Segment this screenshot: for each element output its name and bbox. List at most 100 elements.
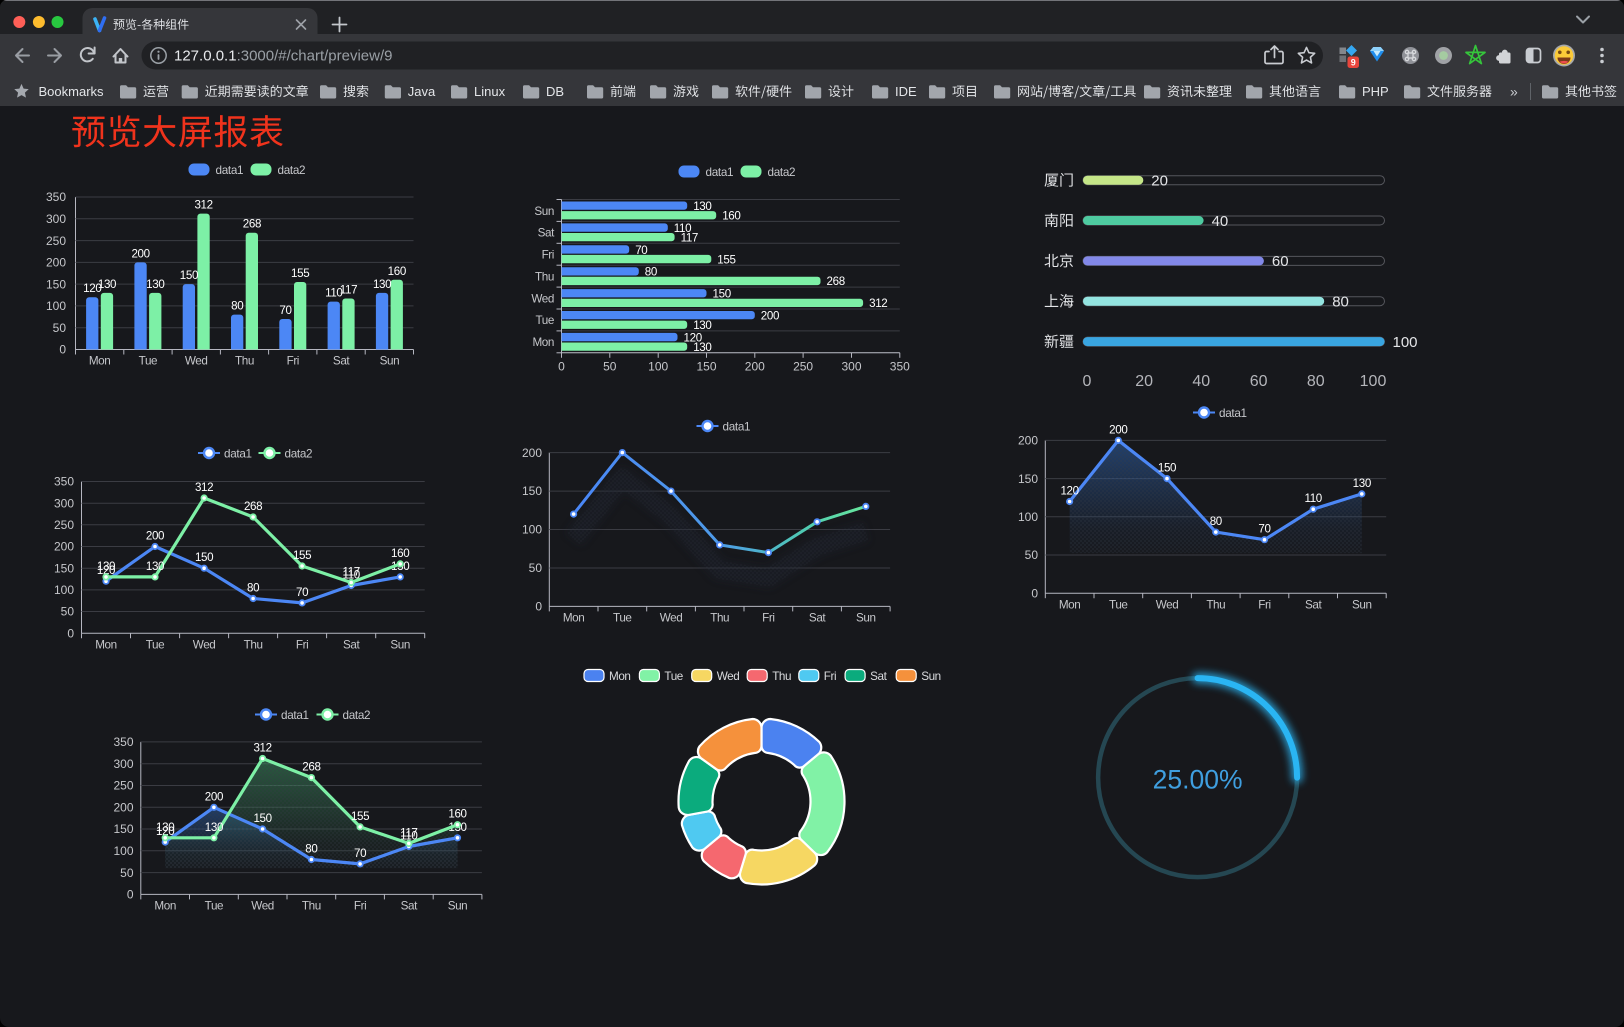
svg-text:350: 350 (113, 735, 133, 749)
svg-text:200: 200 (745, 359, 765, 373)
svg-text:160: 160 (388, 265, 406, 278)
svg-text:0: 0 (558, 359, 565, 373)
svg-text:70: 70 (1258, 523, 1270, 536)
svg-text:150: 150 (713, 288, 731, 301)
svg-text:130: 130 (693, 200, 711, 213)
svg-text:Mon: Mon (609, 670, 631, 683)
svg-text:130: 130 (373, 278, 391, 291)
svg-text:Linux: Linux (474, 84, 506, 99)
svg-text:Sun: Sun (448, 900, 468, 913)
svg-text:120: 120 (156, 825, 174, 838)
svg-text:80: 80 (1307, 373, 1325, 390)
svg-text:Sat: Sat (538, 227, 555, 240)
svg-text:Thu: Thu (244, 639, 263, 652)
svg-text:0: 0 (127, 888, 134, 902)
svg-text:Tue: Tue (146, 639, 165, 652)
svg-text:100: 100 (1393, 334, 1418, 351)
svg-text:50: 50 (53, 321, 67, 335)
svg-text:200: 200 (131, 247, 149, 260)
svg-text:110: 110 (342, 569, 359, 582)
svg-text:Sat: Sat (333, 355, 350, 368)
svg-text:50: 50 (603, 359, 617, 373)
svg-text:Fri: Fri (354, 900, 366, 913)
svg-text:250: 250 (113, 779, 133, 793)
svg-text:Tue: Tue (664, 670, 683, 683)
svg-text:Fri: Fri (824, 670, 836, 683)
svg-text:Sat: Sat (1305, 599, 1322, 612)
svg-text:200: 200 (54, 540, 74, 554)
svg-text:Sun: Sun (921, 670, 941, 683)
svg-text:150: 150 (253, 812, 271, 825)
svg-text:312: 312 (195, 481, 213, 494)
svg-text:Tue: Tue (613, 612, 632, 625)
svg-text:Sat: Sat (401, 900, 418, 913)
svg-text:PHP: PHP (1362, 84, 1389, 99)
svg-text:Mon: Mon (1059, 599, 1081, 612)
svg-text:268: 268 (244, 500, 262, 513)
svg-text:130: 130 (205, 821, 223, 834)
svg-text:110: 110 (674, 222, 691, 235)
svg-text:Fri: Fri (287, 355, 299, 368)
svg-text:25.00%: 25.00% (1153, 765, 1243, 795)
svg-text:130: 130 (1353, 477, 1371, 490)
svg-text:data1: data1 (706, 166, 734, 179)
svg-text:Wed: Wed (193, 639, 216, 652)
svg-text:160: 160 (722, 210, 740, 223)
svg-text:130: 130 (146, 560, 164, 573)
svg-text:150: 150 (1158, 462, 1176, 475)
svg-text:200: 200 (1109, 423, 1127, 436)
svg-text:Mon: Mon (89, 355, 111, 368)
svg-text:80: 80 (1332, 294, 1349, 311)
svg-text:155: 155 (351, 810, 369, 823)
svg-text:120: 120 (83, 282, 101, 295)
svg-text:data1: data1 (281, 709, 309, 722)
svg-text:250: 250 (46, 234, 66, 248)
svg-text:130: 130 (146, 278, 164, 291)
svg-text:data2: data2 (343, 709, 371, 722)
svg-text:312: 312 (869, 297, 887, 310)
svg-text:0: 0 (1031, 586, 1038, 600)
svg-text:100: 100 (522, 523, 542, 537)
svg-text:100: 100 (648, 359, 668, 373)
svg-text:data1: data1 (216, 164, 244, 177)
svg-text:117: 117 (400, 826, 417, 839)
svg-text:data2: data2 (285, 447, 313, 460)
svg-text:120: 120 (1060, 485, 1078, 498)
svg-text:Tue: Tue (139, 355, 158, 368)
svg-text:200: 200 (761, 309, 779, 322)
svg-text:200: 200 (522, 446, 542, 460)
svg-text:0: 0 (67, 626, 74, 640)
svg-text:60: 60 (1250, 373, 1268, 390)
svg-text:100: 100 (1360, 373, 1387, 390)
svg-text:350: 350 (890, 359, 910, 373)
svg-text:Fri: Fri (1258, 599, 1270, 612)
svg-text:Mon: Mon (563, 612, 585, 625)
svg-text:20: 20 (1151, 173, 1168, 190)
svg-text:Thu: Thu (535, 270, 554, 283)
svg-text:70: 70 (279, 304, 291, 317)
svg-text:Thu: Thu (235, 355, 254, 368)
svg-text:Sun: Sun (380, 355, 400, 368)
svg-text:40: 40 (1212, 213, 1229, 230)
svg-text:Thu: Thu (1206, 599, 1225, 612)
svg-text:120: 120 (97, 564, 115, 577)
svg-text:Fri: Fri (762, 612, 774, 625)
svg-text:155: 155 (293, 549, 311, 562)
svg-text:130: 130 (693, 341, 711, 354)
svg-text:Sat: Sat (809, 612, 826, 625)
svg-text:70: 70 (354, 847, 366, 860)
svg-text:80: 80 (305, 843, 317, 856)
svg-text:200: 200 (113, 801, 133, 815)
svg-text:250: 250 (54, 518, 74, 532)
svg-text:Fri: Fri (542, 249, 554, 262)
svg-text:70: 70 (635, 244, 647, 257)
svg-text:Wed: Wed (185, 355, 208, 368)
svg-text:117: 117 (342, 566, 359, 579)
svg-text:130: 130 (97, 560, 115, 573)
svg-text:80: 80 (1210, 515, 1222, 528)
svg-text:Mon: Mon (154, 900, 176, 913)
svg-text:Fri: Fri (296, 639, 308, 652)
svg-text:100: 100 (1018, 510, 1038, 524)
svg-text:300: 300 (113, 757, 133, 771)
svg-text:117: 117 (340, 284, 357, 297)
